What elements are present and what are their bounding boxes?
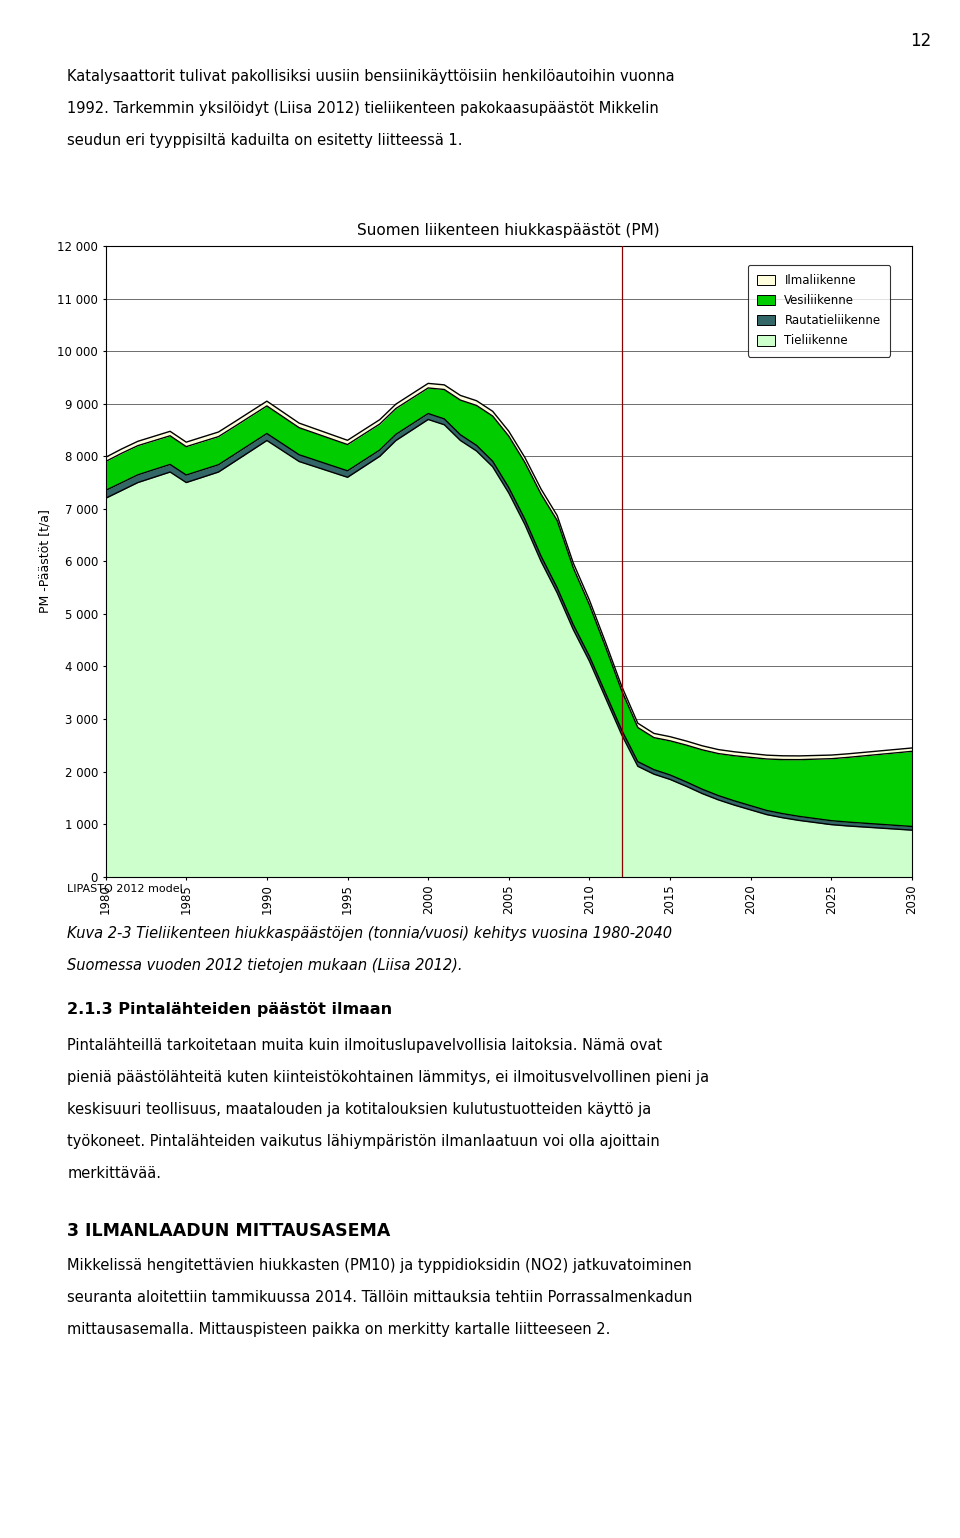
- Text: merkittävää.: merkittävää.: [67, 1166, 161, 1181]
- Text: Katalysaattorit tulivat pakollisiksi uusiin bensiinikäyttöisiin henkilöautoihin : Katalysaattorit tulivat pakollisiksi uus…: [67, 69, 675, 85]
- Text: Suomessa vuoden 2012 tietojen mukaan (Liisa 2012).: Suomessa vuoden 2012 tietojen mukaan (Li…: [67, 958, 463, 974]
- Text: Kuva 2-3 Tieliikenteen hiukkaspäästöjen (tonnia/vuosi) kehitys vuosina 1980-2040: Kuva 2-3 Tieliikenteen hiukkaspäästöjen …: [67, 926, 672, 941]
- Text: 3 ILMANLAADUN MITTAUSASEMA: 3 ILMANLAADUN MITTAUSASEMA: [67, 1221, 391, 1240]
- Text: mittausasemalla. Mittauspisteen paikka on merkitty kartalle liitteeseen 2.: mittausasemalla. Mittauspisteen paikka o…: [67, 1321, 611, 1337]
- Text: työkoneet. Pintalähteiden vaikutus lähiympäristön ilmanlaatuun voi olla ajoittai: työkoneet. Pintalähteiden vaikutus lähiy…: [67, 1134, 660, 1149]
- Text: 2.1.3 Pintalähteiden päästöt ilmaan: 2.1.3 Pintalähteiden päästöt ilmaan: [67, 1001, 393, 1017]
- Text: Mikkelissä hengitettävien hiukkasten (PM10) ja typpidioksidin (NO2) jatkuvatoimi: Mikkelissä hengitettävien hiukkasten (PM…: [67, 1258, 692, 1273]
- Text: pieniä päästölähteitä kuten kiinteistökohtainen lämmitys, ei ilmoitusvelvollinen: pieniä päästölähteitä kuten kiinteistöko…: [67, 1070, 709, 1084]
- Y-axis label: PM -Päästöt [t/a]: PM -Päästöt [t/a]: [38, 509, 52, 614]
- Legend: Ilmaliikenne, Vesiliikenne, Rautatieliikenne, Tieliikenne: Ilmaliikenne, Vesiliikenne, Rautatieliik…: [748, 265, 890, 357]
- Text: Pintalähteillä tarkoitetaan muita kuin ilmoituslupavelvollisia laitoksia. Nämä o: Pintalähteillä tarkoitetaan muita kuin i…: [67, 1038, 662, 1054]
- Text: seudun eri tyyppisiltä kaduilta on esitetty liitteessä 1.: seudun eri tyyppisiltä kaduilta on esite…: [67, 134, 463, 148]
- Text: keskisuuri teollisuus, maatalouden ja kotitalouksien kulutustuotteiden käyttö ja: keskisuuri teollisuus, maatalouden ja ko…: [67, 1101, 652, 1117]
- Text: LIPASTO 2012 model: LIPASTO 2012 model: [67, 884, 183, 895]
- Title: Suomen liikenteen hiukkaspäästöt (PM): Suomen liikenteen hiukkaspäästöt (PM): [357, 223, 660, 238]
- Text: 12: 12: [910, 32, 931, 51]
- Text: seuranta aloitettiin tammikuussa 2014. Tällöin mittauksia tehtiin Porrassalmenka: seuranta aloitettiin tammikuussa 2014. T…: [67, 1290, 692, 1304]
- Text: 1992. Tarkemmin yksilöidyt (Liisa 2012) tieliikenteen pakokaasupäästöt Mikkelin: 1992. Tarkemmin yksilöidyt (Liisa 2012) …: [67, 102, 659, 117]
